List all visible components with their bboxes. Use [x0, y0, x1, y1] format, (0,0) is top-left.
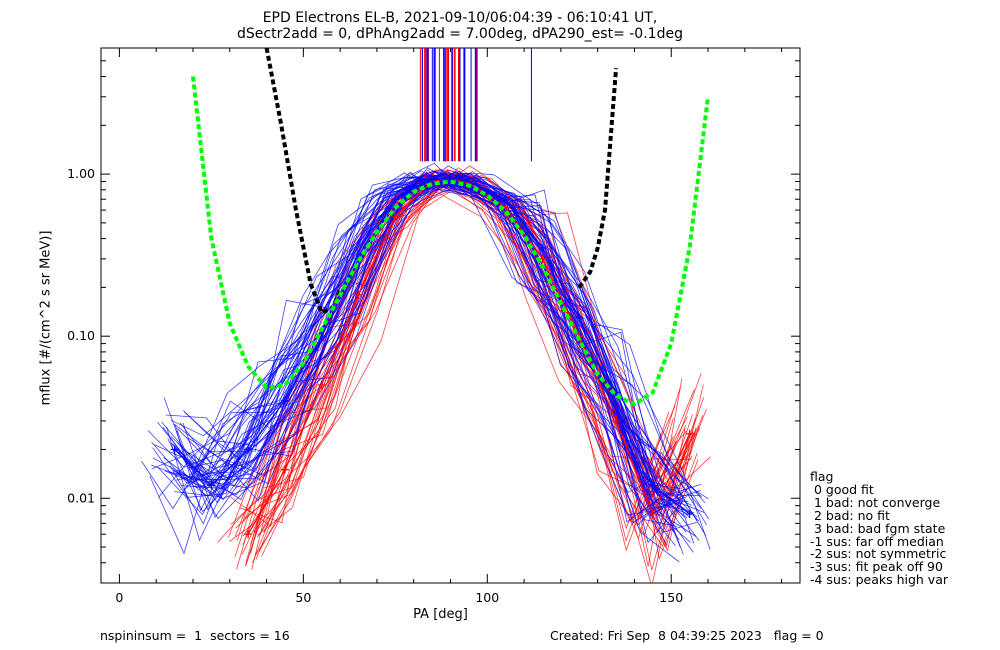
trace-line [184, 176, 698, 521]
blue-series-point [538, 244, 547, 253]
legend-item: -2 sus: not symmetric [810, 546, 947, 562]
blue-series-point [244, 445, 253, 454]
blue-series-point [428, 175, 437, 184]
legend-item: 2 bad: no fit [810, 507, 890, 523]
trace-line [141, 172, 658, 510]
trace-line [184, 176, 709, 500]
trace-line [184, 171, 695, 544]
legend-item: 3 bad: bad fgm state [810, 520, 946, 536]
chart-title-line2: dSectr2add = 0, dPhAng2add = 7.00deg, dP… [237, 26, 683, 42]
legend-item: 1 bad: not converge [810, 494, 941, 510]
y-axis-label: mflux [#/(cm^2 s sr MeV)] [38, 230, 54, 406]
blue-series-point [685, 509, 694, 518]
flag-legend: flag 0 good fit 1 bad: not converge 2 ba… [810, 469, 949, 588]
footer-right: Created: Fri Sep 8 04:39:25 2023 flag = … [550, 628, 824, 643]
legend-item: -4 sus: peaks high var [810, 572, 949, 588]
red-series-point [280, 465, 289, 474]
blue-series-point [391, 195, 400, 204]
chart-title-line1: EPD Electrons EL-B, 2021-09-10/06:04:39 … [262, 10, 658, 26]
trace-line [152, 162, 667, 533]
trace-line [172, 172, 692, 506]
trace-line [255, 176, 695, 556]
blue-series-point [207, 481, 216, 490]
trace-line [172, 165, 692, 517]
x-tick-label: 100 [475, 590, 499, 605]
red-series-point [612, 416, 621, 425]
blue-series-point [501, 195, 510, 204]
y-tick-label: 0.01 [67, 490, 95, 505]
blue-series-point [170, 445, 179, 454]
trace-line [194, 173, 706, 504]
blue-series-point [280, 396, 289, 405]
blue-series-point [575, 313, 584, 322]
red-series-line [247, 177, 691, 535]
x-tick-label: 50 [295, 590, 311, 605]
red-series-point [391, 212, 400, 221]
blue-series-line [174, 177, 690, 515]
trace-line [263, 165, 705, 533]
y-tick-label: 0.10 [67, 328, 95, 343]
legend-heading: flag [810, 469, 834, 484]
x-tick-label: 150 [659, 590, 683, 605]
blue-series-point [648, 481, 657, 490]
footer-left: nspininsum = 1 sectors = 16 [100, 628, 290, 643]
trace-line [194, 174, 710, 520]
blue-series-point [446, 173, 455, 182]
x-axis-label: PA [deg] [413, 607, 468, 622]
red-series-point [244, 530, 253, 539]
series-group [141, 48, 711, 583]
legend-item: -3 sus: fit peak off 90 [810, 559, 943, 575]
y-tick-label: 1.00 [67, 166, 95, 181]
red-series-point [685, 429, 694, 438]
red-series-point [648, 509, 657, 518]
x-tick-label: 0 [115, 590, 123, 605]
red-series-point [354, 290, 363, 299]
trace-line [184, 183, 700, 522]
red-series-point [317, 380, 326, 389]
trace-line [161, 170, 677, 516]
axes-frame [100, 47, 801, 584]
trace-line [176, 175, 688, 510]
trace-line [173, 171, 694, 553]
trace-line [245, 168, 688, 567]
black-fit-right [577, 68, 619, 289]
legend-item: -1 sus: far off median [810, 533, 944, 549]
green-fit [191, 76, 710, 407]
legend-item: 0 good fit [810, 481, 874, 497]
trace-line [151, 174, 658, 493]
